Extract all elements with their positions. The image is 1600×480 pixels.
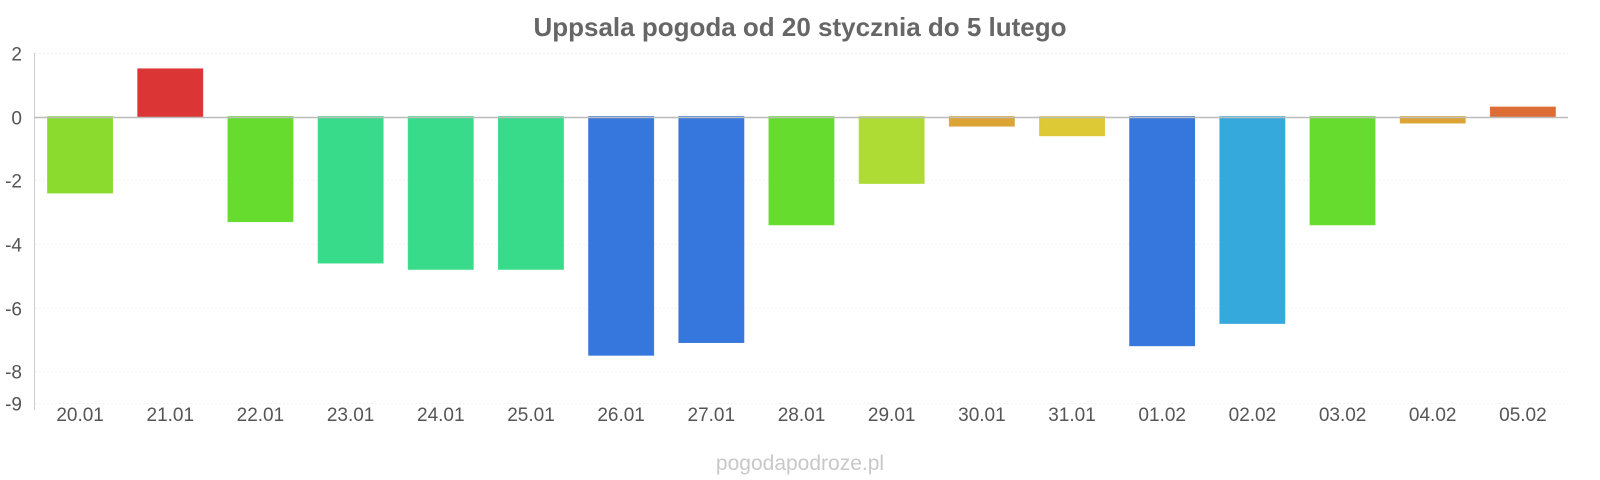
bar-05.02 [1489,106,1556,118]
bars [47,68,1556,356]
bar-31.01 [1039,116,1105,137]
bar-27.01 [678,116,745,343]
y-tick-label: -8 [5,363,22,384]
bar-22.01 [227,116,294,223]
bar-23.01 [317,116,384,264]
x-tick-label: 30.01 [958,405,1006,426]
x-tick-label: 29.01 [868,405,916,426]
y-tick-label: -2 [5,172,22,193]
y-tick-label: 2 [11,45,22,66]
x-axis-labels: 20.01 21.01 22.01 23.01 24.01 25.01 26.01 27.01… [56,405,1546,426]
x-tick-label: 04.02 [1409,405,1457,426]
x-tick-label: 01.02 [1138,405,1186,426]
bar-28.01 [768,116,835,226]
x-tick-label: 26.01 [597,405,645,426]
y-tick-label: 0 [11,109,22,130]
gridlines [35,53,1568,404]
bar-30.01 [948,116,1015,127]
x-tick-label: 02.02 [1229,405,1277,426]
x-tick-label: 05.02 [1499,405,1547,426]
bar-26.01 [588,116,655,356]
bar-01.02 [1129,116,1196,347]
bar-21.01 [137,68,204,118]
chart-title: Uppsala pogoda od 20 stycznia do 5 luteg… [533,12,1066,42]
x-tick-label: 21.01 [147,405,195,426]
y-tick-label: -6 [5,300,22,321]
bar-29.01 [858,116,925,184]
x-tick-label: 28.01 [778,405,826,426]
x-tick-label: 24.01 [417,405,465,426]
source-watermark: pogodapodroze.pl [716,452,884,475]
y-tick-label: -9 [5,395,22,416]
x-tick-label: 03.02 [1319,405,1367,426]
x-tick-label: 22.01 [237,405,285,426]
bar-20.01 [47,116,113,194]
bar-03.02 [1309,116,1376,226]
y-tick-label: -4 [5,236,22,257]
bar-04.02 [1399,116,1466,124]
x-tick-label: 25.01 [507,405,555,426]
x-tick-label: 20.01 [56,405,104,426]
bar-02.02 [1219,116,1286,324]
x-tick-label: 23.01 [327,405,375,426]
y-axis: 2 0 -2 -4 -6 -8 -9 [5,45,35,416]
x-tick-label: 27.01 [688,405,736,426]
bar-24.01 [407,116,474,270]
bar-25.01 [498,116,564,270]
x-tick-label: 31.01 [1048,405,1096,426]
